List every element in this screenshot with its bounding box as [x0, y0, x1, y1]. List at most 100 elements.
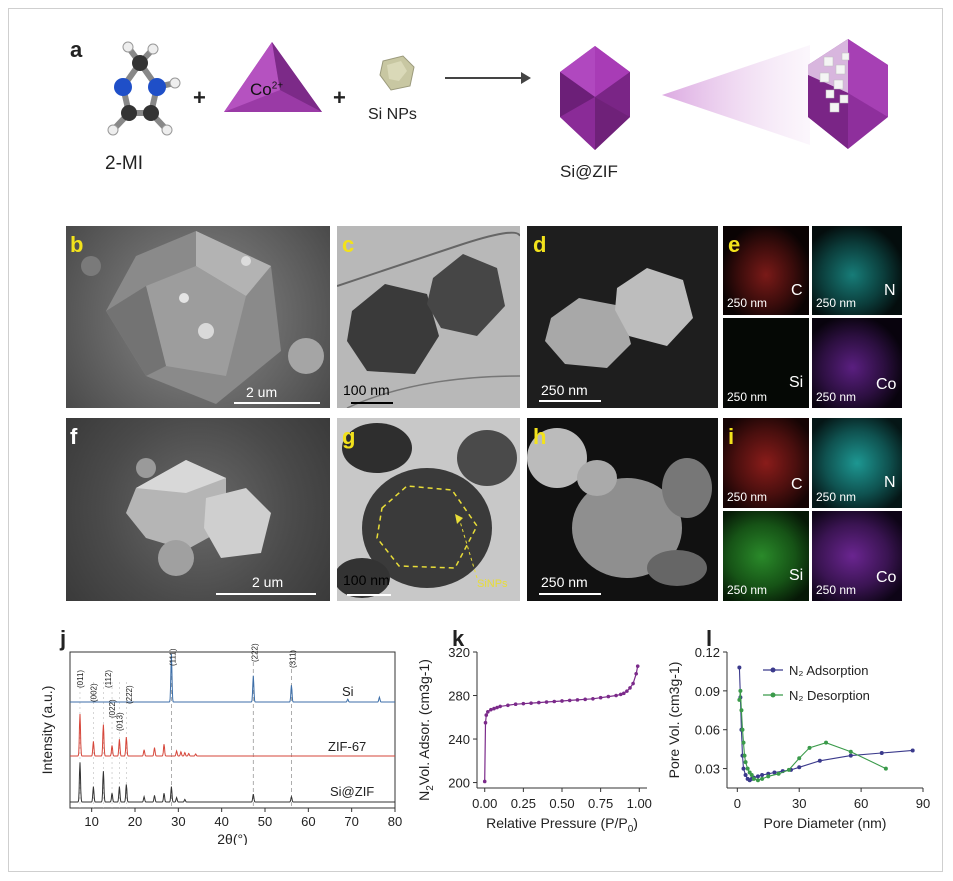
si-zif-crystal — [560, 46, 630, 150]
x-tick-label-j-2: 30 — [171, 814, 185, 829]
adsorption-point — [797, 765, 802, 770]
isotherm-point — [618, 692, 623, 697]
isotherm-point — [622, 691, 626, 696]
panel-label-e: e — [728, 232, 741, 257]
scale-label-g: 100 nm — [343, 572, 390, 588]
series-line-zif-67 — [70, 713, 395, 757]
isotherm-point — [567, 698, 572, 703]
desorption-point — [848, 749, 853, 754]
x-tick-label-l-2: 60 — [854, 796, 868, 811]
isotherm-point — [537, 700, 541, 705]
scale-label-b: 2 um — [246, 384, 278, 400]
adsorption-point — [817, 758, 822, 763]
desorption-point — [740, 727, 745, 732]
adsorption-point — [760, 773, 765, 778]
isotherm-point — [614, 693, 618, 698]
scale-bar-c — [351, 402, 393, 404]
eds-e-co-scale: 250 nm — [816, 390, 857, 404]
plus-sign: + — [193, 85, 206, 110]
y-tick-label-l-3: 0.12 — [695, 645, 720, 660]
x-tick-label-l-1: 30 — [792, 796, 806, 811]
eds-e-n-scale: 250 nm — [816, 296, 857, 310]
isotherm-point — [513, 702, 518, 707]
legend-label-0: N₂ Adsorption — [789, 663, 868, 678]
isotherm-line — [484, 665, 639, 782]
desorption-point — [755, 778, 760, 783]
eds-e-c: C 250 nm — [723, 226, 809, 315]
si-zif-cross-section — [808, 39, 888, 149]
isotherm-point — [483, 720, 488, 725]
sem-image-f: 2 um — [66, 418, 330, 601]
x-tick-label-j-3: 40 — [214, 814, 228, 829]
y-tick-label-k-3: 320 — [448, 645, 470, 660]
y-axis-label-j: Intensity (a.u.) — [39, 686, 55, 775]
x-tick-label-k-1: 0.25 — [511, 796, 536, 811]
si-nanoparticle — [379, 55, 415, 91]
eds-i-co-scale: 250 nm — [816, 583, 857, 597]
adsorption-point — [737, 665, 742, 670]
panel-label-a: a — [70, 37, 83, 62]
desorption-point — [741, 740, 746, 745]
x-tick-label-j-6: 70 — [344, 814, 358, 829]
isotherm-point — [482, 779, 487, 784]
x-axis-label-j: 2θ(°) — [217, 831, 248, 845]
product-label: Si@ZIF — [560, 162, 618, 181]
x-tick-label-j-1: 20 — [128, 814, 142, 829]
panel-label-f: f — [70, 424, 78, 449]
isotherm-point — [598, 695, 603, 700]
eds-i-n-scale: 250 nm — [816, 490, 857, 504]
x-tick-label-k-4: 1.00 — [627, 796, 652, 811]
desorption-point — [824, 740, 829, 745]
y-tick-label-k-1: 240 — [448, 732, 470, 747]
x-axis-label-l: Pore Diameter (nm) — [764, 815, 887, 831]
panel-label-d: d — [533, 232, 547, 257]
isotherm-point — [521, 701, 526, 706]
eds-e-c-scale: 250 nm — [727, 296, 768, 310]
panel-label-l: l — [706, 626, 713, 651]
isotherm-point — [489, 707, 493, 712]
scale-bar-f — [216, 593, 316, 595]
y-axis-label-k: N2Vol. Adsor. (cm3g-1) — [416, 659, 436, 801]
ligand-molecule — [107, 41, 181, 136]
ligand-label: 2-MI — [105, 153, 143, 174]
x-tick-label-j-0: 10 — [84, 814, 98, 829]
isotherm-point — [506, 703, 510, 708]
eds-i-si: Si 250 nm — [723, 511, 809, 601]
peak-annotation-2: (112) — [104, 670, 113, 688]
panel-label-h: h — [533, 424, 547, 449]
tem-image-c: 100 nm — [337, 226, 520, 408]
panel-label-b: b — [70, 232, 84, 257]
x-tick-label-k-2: 0.50 — [549, 796, 574, 811]
adsorption-point — [741, 766, 746, 771]
sem-image-b: 2 um — [66, 226, 330, 408]
desorption-point — [807, 745, 812, 750]
eds-i-si-element: Si — [789, 567, 804, 584]
desorption-point — [745, 766, 750, 771]
scale-label-c: 100 nm — [343, 382, 390, 398]
y-tick-label-k-0: 200 — [448, 776, 470, 791]
cobalt-label: Co2+ — [250, 80, 284, 99]
isotherm-point — [560, 699, 564, 703]
cobalt-tetrahedron — [224, 42, 322, 112]
series-label-si: Si — [342, 684, 354, 699]
x-tick-label-j-4: 50 — [258, 814, 272, 829]
x-axis-label-k: Relative Pressure (P/P0) — [486, 815, 638, 835]
isotherm-point — [492, 706, 496, 711]
desorption-point — [738, 688, 743, 693]
isotherm-point — [634, 671, 638, 676]
isotherm-point — [498, 704, 502, 709]
adsorption-point — [910, 748, 915, 753]
peak-annotation-7: (222) — [251, 643, 260, 662]
x-tick-label-j-7: 80 — [388, 814, 402, 829]
peak-annotation-1: (002) — [89, 683, 98, 702]
x-tick-label-l-0: 0 — [734, 796, 741, 811]
eds-e-c-element: C — [791, 282, 803, 299]
y-tick-label-l-0: 0.03 — [695, 762, 720, 777]
desorption-point — [797, 756, 802, 761]
eds-i-c-scale: 250 nm — [727, 490, 768, 504]
isotherm-point — [591, 696, 595, 701]
desorption-point — [739, 708, 744, 713]
peak-annotation-0: (011) — [76, 670, 85, 688]
desorption-point — [760, 776, 765, 781]
y-tick-label-k-2: 280 — [448, 689, 470, 704]
